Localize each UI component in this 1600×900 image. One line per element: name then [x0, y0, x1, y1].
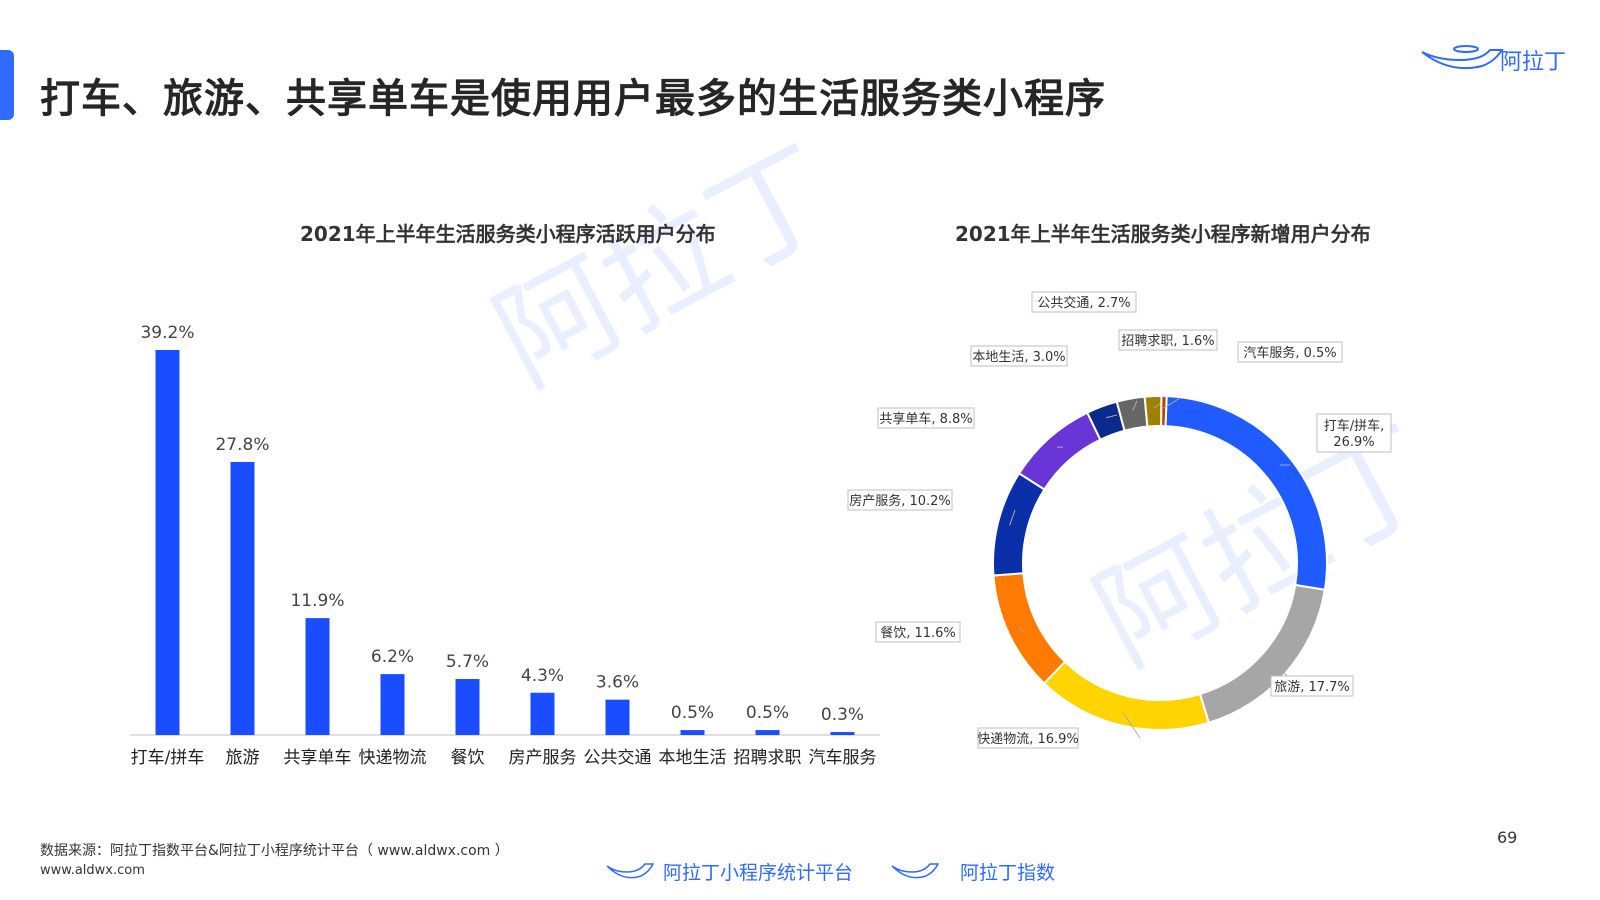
leader-line — [1019, 628, 1026, 633]
slice-label: 公共交通, 2.7% — [1037, 295, 1130, 311]
donut-slice-打车/拼车 — [1164, 395, 1328, 591]
bar-value-label: 27.8% — [215, 435, 269, 455]
bar-value-label: 11.9% — [290, 591, 344, 611]
bar-快递物流 — [380, 674, 405, 735]
slice-label-box — [847, 489, 953, 511]
slice-label-box — [970, 345, 1068, 367]
bar-本地生活 — [680, 730, 705, 735]
x-tick-label: 本地生活 — [659, 748, 727, 768]
slice-label-box — [977, 727, 1079, 749]
x-tick-label: 招聘求职 — [734, 748, 802, 768]
slice-label: 本地生活, 3.0% — [972, 350, 1065, 365]
x-tick-label: 公共交通 — [584, 748, 652, 768]
bar-value-label: 0.5% — [746, 703, 789, 723]
slice-label: 招聘求职, 1.6% — [1121, 334, 1214, 349]
bar-招聘求职 — [755, 730, 780, 735]
donut-slice-招聘求职 — [1143, 395, 1163, 428]
bar-房产服务 — [530, 692, 555, 735]
donut-slice-汽车服务 — [1160, 394, 1168, 428]
donut-slice-快递物流 — [1042, 660, 1211, 731]
leader-line — [1009, 509, 1016, 526]
slice-label-box — [1118, 329, 1218, 351]
leader-line — [1123, 713, 1141, 739]
new-users-donut-chart: 打车/拼车,26.9% 旅游, 17.7% 快递物流, 16.9% 餐饮, 11.6%… — [847, 291, 1392, 749]
active-users-bar-chart: 39.2% 打车/拼车 27.8% 旅游 11.9% 共享单车 6.2% 快递物流 5.7% 餐饮… — [130, 323, 880, 768]
slice-label: 房产服务, 10.2% — [849, 493, 951, 509]
bar-共享单车 — [305, 618, 330, 735]
data-source: 数据来源：阿拉丁指数平台&阿拉丁小程序统计平台（ www.aldwx.com ） — [40, 843, 509, 859]
leader-line — [1163, 397, 1181, 409]
x-tick-label: 房产服务 — [509, 748, 577, 768]
title-accent-bar — [0, 50, 14, 120]
slice-label-box — [877, 407, 975, 429]
slice-label-box — [1031, 291, 1137, 313]
bar-打车/拼车 — [155, 350, 180, 735]
leader-line — [1132, 400, 1138, 411]
brand-logo-text: 阿拉丁 — [1500, 50, 1567, 75]
slice-label-box — [1316, 413, 1392, 453]
slice-label: 打车/拼车, — [1324, 418, 1385, 434]
bar-value-label: 39.2% — [140, 323, 194, 343]
slice-label: 餐饮, 11.6% — [880, 625, 956, 641]
donut-slice-房产服务 — [992, 471, 1046, 577]
bar-value-label: 5.7% — [446, 652, 489, 672]
bar-公共交通 — [605, 699, 630, 735]
bar-汽车服务 — [830, 732, 855, 735]
slice-label-box — [1270, 675, 1354, 697]
footer-logo-platform: 阿拉丁小程序统计平台 — [663, 862, 854, 884]
slice-value-label: 26.9% — [1333, 435, 1374, 450]
slice-label: 共享单车, 8.8% — [879, 411, 972, 427]
bar-value-label: 0.3% — [821, 705, 864, 725]
slice-label-box — [1237, 341, 1343, 363]
x-tick-label: 旅游 — [226, 748, 260, 768]
x-tick-label: 共享单车 — [284, 748, 352, 768]
slice-label: 汽车服务, 0.5% — [1243, 345, 1336, 361]
bar-value-label: 0.5% — [671, 703, 714, 723]
bar-chart-title: 2021年上半年生活服务类小程序活跃用户分布 — [300, 222, 716, 246]
page-title: 打车、旅游、共享单车是使用用户最多的生活服务类小程序 — [40, 76, 1106, 122]
bar-value-label: 4.3% — [521, 666, 564, 686]
bar-旅游 — [230, 461, 255, 735]
donut-chart-title: 2021年上半年生活服务类小程序新增用户分布 — [955, 222, 1371, 246]
donut-slice-餐饮 — [992, 572, 1067, 685]
slice-label-box — [875, 621, 961, 643]
bar-value-label: 3.6% — [596, 673, 639, 693]
x-tick-label: 快递物流 — [359, 748, 427, 768]
x-tick-label: 打车/拼车 — [131, 748, 205, 768]
page-number: 69 — [1497, 828, 1518, 847]
donut-slice-旅游 — [1198, 583, 1326, 724]
footer-lamp-icon — [606, 863, 655, 879]
site-url: www.aldwx.com — [40, 863, 145, 878]
slice-label: 快递物流, 16.9% — [977, 732, 1079, 747]
leader-line — [1105, 414, 1118, 419]
x-tick-label: 餐饮 — [451, 748, 485, 768]
brand-lamp-icon — [1421, 45, 1504, 70]
footer-logo-index: 阿拉丁指数 — [960, 862, 1056, 884]
bar-value-label: 6.2% — [371, 647, 414, 667]
bar-餐饮 — [455, 679, 480, 735]
x-tick-label: 汽车服务 — [809, 748, 877, 768]
donut-slice-共享单车 — [1017, 411, 1102, 491]
slice-label: 旅游, 17.7% — [1274, 680, 1350, 695]
footer-lamp-icon — [891, 863, 940, 879]
